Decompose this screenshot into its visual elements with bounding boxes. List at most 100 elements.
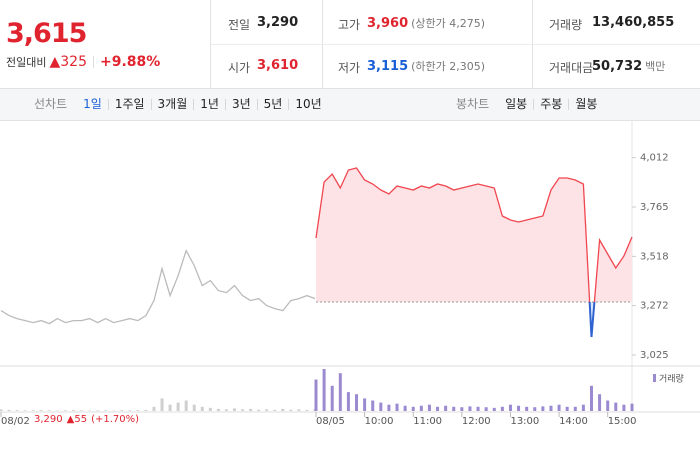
stat-label: 시가 (228, 61, 251, 75)
stat-note: (하한가 2,305) (411, 60, 486, 73)
volume-bar (128, 410, 132, 411)
volume-bar (598, 394, 602, 411)
volume-bar (525, 406, 529, 411)
y-tick-label: 3,518 (640, 251, 669, 262)
volume-bar (249, 408, 253, 411)
volume-bar (322, 369, 326, 411)
volume-bar (15, 410, 19, 411)
volume-bar (419, 405, 423, 411)
volume-bar (363, 398, 367, 411)
line-tabs: 선차트 1일 1주일 3개월 1년 3년 5년 10년 (28, 89, 328, 120)
x-tick-label: 08/05 (316, 416, 345, 427)
tab[interactable]: 1주일 (107, 98, 151, 110)
volume-bar (47, 410, 51, 411)
volume-bar (96, 410, 100, 411)
volume-bar (452, 406, 456, 411)
volume-bar (508, 404, 512, 411)
volume-bar (120, 410, 124, 411)
volume-bar (330, 385, 334, 411)
price: 3,615 (6, 18, 87, 49)
x-tick-label: 08/02 (1, 416, 30, 427)
legend-label: 거래량 (659, 373, 684, 385)
volume-bar (614, 402, 618, 411)
volume-bar (444, 405, 448, 411)
change: ▲325 (49, 54, 87, 70)
volume-bar (355, 394, 359, 411)
tab[interactable]: 1년 (193, 98, 225, 110)
volume-bar (573, 406, 577, 411)
stat-note: 백만 (645, 60, 666, 73)
volume-bar (168, 404, 172, 411)
volume-bar (273, 409, 277, 411)
y-tick-label: 3,765 (640, 202, 669, 213)
volume-bar (265, 409, 269, 411)
tab[interactable]: 일봉 (505, 97, 528, 111)
stat-value-row: 13,460,855 (592, 15, 674, 30)
stat-value-row: 3,290 (257, 15, 298, 30)
volume-bar (80, 410, 84, 411)
volume-bar (241, 409, 245, 411)
divider (210, 44, 700, 45)
y-tick-label: 3,025 (640, 350, 669, 361)
volume-bar (305, 409, 309, 411)
volume-bar (216, 408, 220, 411)
volume-bar (476, 406, 480, 411)
volume-bar (589, 385, 593, 411)
stat-value-row: 3,960 (상한가 4,275) (367, 15, 485, 31)
volume-bar (427, 404, 431, 411)
tab-bar: 선차트 1일 1주일 3개월 1년 3년 5년 10년 봉차트 일봉 주봉 월봉 (0, 88, 700, 121)
tab[interactable]: 5년 (256, 98, 289, 110)
volume-bar (403, 405, 407, 411)
tab[interactable]: 3개월 (150, 98, 194, 110)
volume-bar (541, 406, 545, 411)
volume-bar (160, 398, 164, 411)
tab-group-label: 봉차트 (456, 97, 490, 111)
volume-bar (460, 407, 464, 411)
tab[interactable]: 1일 (83, 97, 102, 111)
divider (92, 56, 94, 68)
tab[interactable]: 10년 (288, 98, 327, 110)
volume-bar (152, 406, 156, 411)
y-tick-label: 3,272 (640, 301, 669, 312)
tab-group-label: 선차트 (34, 97, 68, 111)
tab[interactable]: 3년 (224, 98, 257, 110)
volume-bar (411, 406, 415, 411)
volume-bar (379, 402, 383, 411)
volume-bar (557, 404, 561, 411)
volume-bar (500, 406, 504, 411)
volume-bar (144, 409, 148, 411)
volume-bar (63, 410, 67, 411)
volume-bar (200, 406, 204, 411)
volume-bar (517, 405, 521, 411)
volume-bar (0, 409, 3, 411)
x-tick-label: 14:00 (559, 416, 588, 427)
stat-label: 거래량 (549, 18, 583, 32)
volume-bar (39, 410, 43, 411)
tab[interactable]: 월봉 (568, 98, 603, 110)
legend-swatch (653, 374, 656, 382)
line (315, 167, 633, 302)
tab[interactable]: 주봉 (533, 98, 568, 110)
volume-bar (208, 407, 212, 411)
volume-bar (232, 408, 236, 411)
candle-tabs: 봉차트 일봉 주봉 월봉 (450, 89, 603, 120)
footer-price: 3,290 (34, 414, 63, 425)
chart: 거래량 3,025 3,272 3,518 3,765 4,012 08/02 08/05 1… (0, 120, 700, 427)
volume-bar (533, 407, 537, 411)
volume-bar (224, 409, 228, 411)
volume-bar (104, 410, 108, 411)
volume-bar (581, 404, 585, 411)
volume-bar (176, 402, 180, 411)
volume-bar (71, 410, 75, 411)
volume-bar (492, 407, 496, 411)
line (0, 248, 316, 325)
volume-bar (7, 409, 11, 411)
volume-bar (387, 404, 391, 411)
y-tick-label: 4,012 (640, 153, 669, 164)
volume-bar (346, 392, 350, 411)
x-tick-label: 12:00 (462, 416, 491, 427)
volume-bar (622, 404, 626, 411)
stat-value-row: 3,115 (하한가 2,305) (367, 58, 485, 74)
footer: 3,290 ▲55 (+1.70%) (34, 414, 139, 425)
volume-bar (136, 410, 140, 411)
